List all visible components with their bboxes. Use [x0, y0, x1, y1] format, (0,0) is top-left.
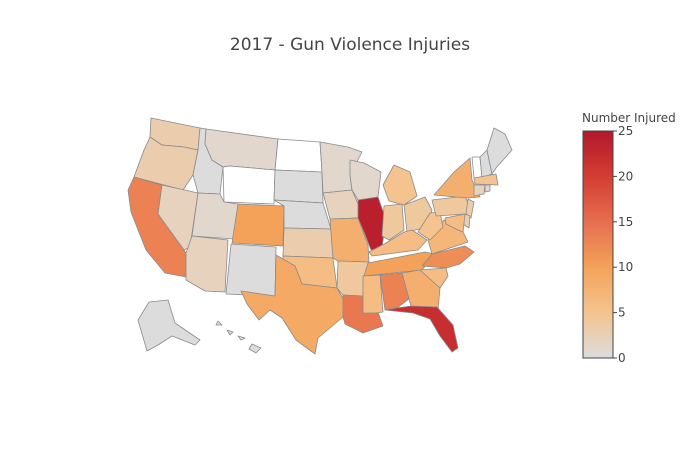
state-ct[interactable]: [473, 184, 486, 197]
state-mi[interactable]: [382, 164, 418, 206]
state-wy[interactable]: [222, 165, 276, 205]
state-nj[interactable]: [465, 198, 475, 219]
state-ak[interactable]: [137, 299, 201, 352]
state-me[interactable]: [486, 127, 513, 175]
colorbar-tick-label: 25: [618, 124, 633, 138]
state-ks[interactable]: [282, 227, 334, 259]
state-ms[interactable]: [362, 274, 384, 314]
state-nv[interactable]: [157, 184, 199, 251]
state-hi[interactable]: [215, 320, 262, 354]
colorbar-tick-label: 0: [618, 351, 626, 365]
us-state-map: [127, 117, 513, 355]
state-sd[interactable]: [273, 169, 324, 204]
state-ky[interactable]: [368, 229, 428, 257]
state-ga[interactable]: [401, 269, 441, 311]
state-nm[interactable]: [225, 243, 277, 297]
state-md[interactable]: [444, 213, 466, 233]
state-fl[interactable]: [384, 305, 459, 353]
state-in[interactable]: [381, 203, 405, 241]
state-nd[interactable]: [274, 138, 323, 173]
state-ma[interactable]: [473, 173, 499, 186]
chart-title: 2017 - Gun Violence Injuries: [230, 35, 470, 55]
state-pa[interactable]: [431, 195, 471, 217]
colorbar-tick-label: 20: [618, 169, 633, 183]
colorbar-gradient: [582, 130, 614, 359]
colorbar: Number Injured 0 5 10 15 20 25: [582, 111, 676, 365]
state-wi[interactable]: [349, 159, 382, 201]
state-tx[interactable]: [240, 254, 346, 355]
state-co[interactable]: [231, 203, 285, 247]
state-nc[interactable]: [421, 245, 475, 269]
colorbar-title: Number Injured: [582, 111, 676, 125]
state-al[interactable]: [379, 272, 411, 311]
colorbar-tick-label: 15: [618, 215, 633, 229]
state-ny[interactable]: [433, 157, 481, 199]
state-sc[interactable]: [419, 267, 449, 289]
colorbar-tick-label: 5: [618, 306, 626, 320]
colorbar-tick-label: 10: [618, 260, 633, 274]
state-wv[interactable]: [417, 211, 444, 241]
state-ri[interactable]: [484, 184, 491, 193]
state-az[interactable]: [185, 235, 229, 293]
